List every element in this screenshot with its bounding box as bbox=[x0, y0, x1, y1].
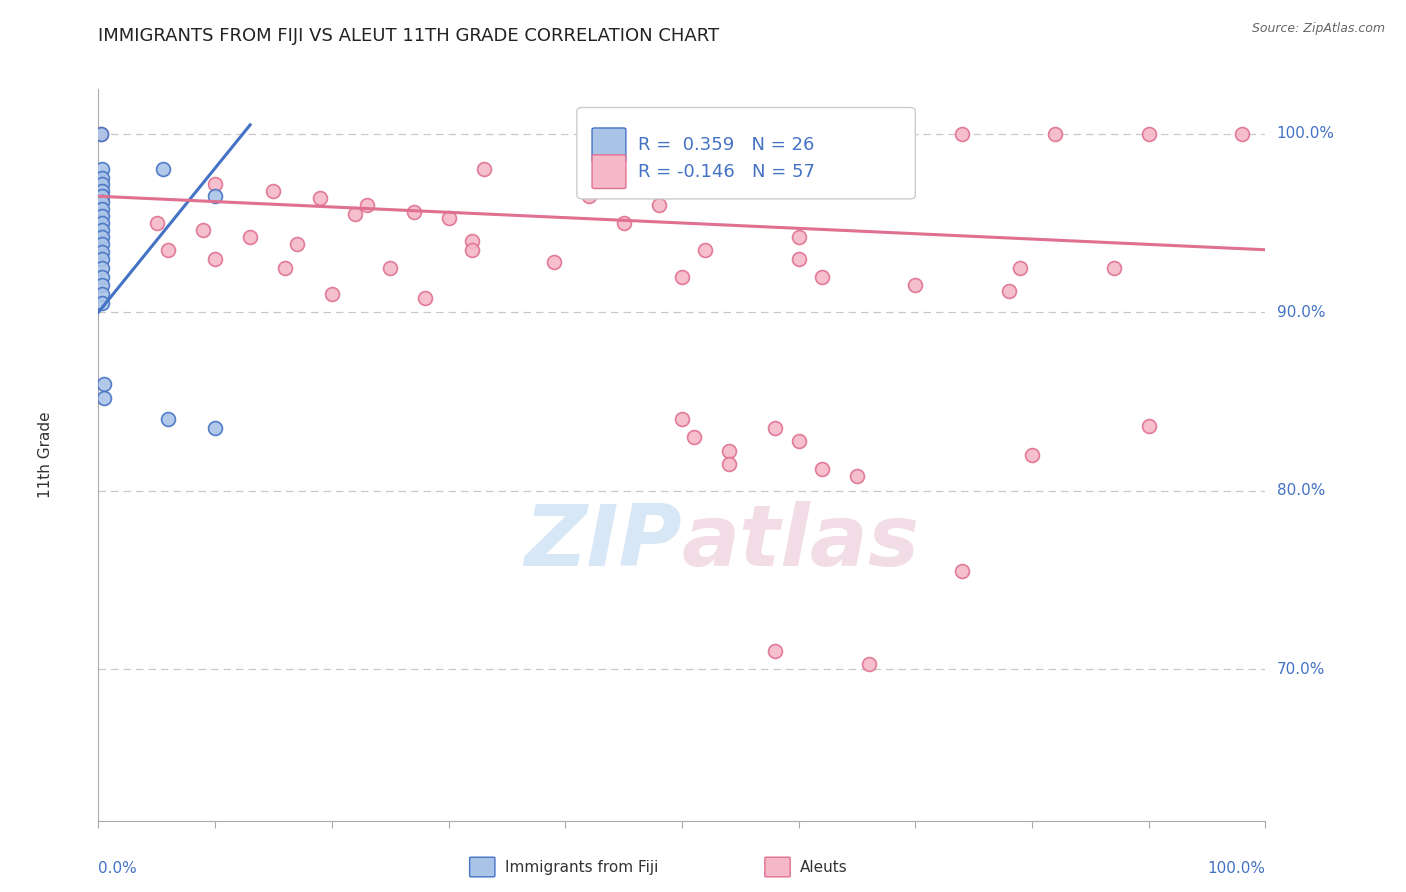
Text: 0.0%: 0.0% bbox=[98, 861, 138, 876]
Point bbox=[193, 223, 215, 237]
Text: Aleuts: Aleuts bbox=[800, 860, 848, 874]
Point bbox=[90, 269, 112, 284]
Point bbox=[380, 260, 402, 275]
Point bbox=[204, 252, 226, 266]
Point bbox=[204, 189, 226, 203]
Point bbox=[682, 430, 704, 444]
Point bbox=[1045, 127, 1067, 141]
Text: 100.0%: 100.0% bbox=[1208, 861, 1265, 876]
Point bbox=[90, 127, 112, 141]
Text: R = -0.146   N = 57: R = -0.146 N = 57 bbox=[637, 162, 814, 181]
Text: 90.0%: 90.0% bbox=[1277, 305, 1324, 319]
Point bbox=[787, 252, 810, 266]
Point bbox=[858, 127, 880, 141]
Point bbox=[402, 205, 425, 219]
Point bbox=[1021, 448, 1043, 462]
Point bbox=[461, 243, 484, 257]
Point bbox=[1010, 260, 1032, 275]
Point bbox=[90, 209, 112, 223]
Point bbox=[204, 177, 226, 191]
Text: atlas: atlas bbox=[682, 501, 920, 584]
Point bbox=[262, 184, 284, 198]
Point bbox=[763, 421, 786, 435]
Point bbox=[204, 421, 226, 435]
Point bbox=[90, 230, 112, 244]
Point bbox=[472, 162, 495, 177]
Point bbox=[309, 191, 332, 205]
Point bbox=[90, 237, 112, 252]
Point bbox=[90, 171, 112, 186]
Point bbox=[461, 234, 484, 248]
Point bbox=[811, 462, 834, 476]
Point bbox=[437, 211, 460, 225]
Point bbox=[1102, 260, 1125, 275]
Text: 70.0%: 70.0% bbox=[1277, 662, 1324, 676]
Text: IMMIGRANTS FROM FIJI VS ALEUT 11TH GRADE CORRELATION CHART: IMMIGRANTS FROM FIJI VS ALEUT 11TH GRADE… bbox=[98, 28, 720, 45]
Point bbox=[695, 243, 717, 257]
Point bbox=[285, 237, 308, 252]
Text: 80.0%: 80.0% bbox=[1277, 483, 1324, 498]
Point bbox=[904, 278, 927, 293]
Point bbox=[157, 412, 180, 426]
Point bbox=[344, 207, 367, 221]
Point bbox=[356, 198, 378, 212]
Point bbox=[1137, 127, 1160, 141]
Point bbox=[578, 189, 600, 203]
Point bbox=[146, 216, 169, 230]
Point bbox=[763, 127, 786, 141]
Point bbox=[787, 230, 810, 244]
Point bbox=[787, 434, 810, 448]
Point bbox=[93, 376, 115, 391]
Point bbox=[950, 127, 973, 141]
Point bbox=[1230, 127, 1253, 141]
Point bbox=[613, 216, 636, 230]
FancyBboxPatch shape bbox=[592, 128, 626, 161]
Text: Immigrants from Fiji: Immigrants from Fiji bbox=[505, 860, 658, 874]
Point bbox=[671, 269, 693, 284]
Text: ZIP: ZIP bbox=[524, 501, 682, 584]
Point bbox=[321, 287, 343, 301]
Point bbox=[413, 291, 436, 305]
Point bbox=[90, 296, 112, 310]
Point bbox=[858, 657, 880, 671]
Point bbox=[239, 230, 262, 244]
Point bbox=[90, 194, 112, 209]
Point bbox=[671, 127, 693, 141]
Point bbox=[90, 189, 112, 203]
Text: 11th Grade: 11th Grade bbox=[38, 411, 53, 499]
Point bbox=[90, 127, 112, 141]
Point bbox=[93, 391, 115, 405]
Point bbox=[152, 162, 174, 177]
Point bbox=[997, 284, 1019, 298]
Point bbox=[90, 202, 112, 216]
Point bbox=[90, 244, 112, 259]
Point bbox=[717, 457, 740, 471]
Point bbox=[274, 260, 297, 275]
Point bbox=[90, 162, 112, 177]
Point bbox=[90, 287, 112, 301]
Point bbox=[811, 269, 834, 284]
Point bbox=[1137, 419, 1160, 434]
Point bbox=[647, 198, 669, 212]
Point bbox=[157, 243, 180, 257]
Text: 100.0%: 100.0% bbox=[1277, 127, 1334, 141]
FancyBboxPatch shape bbox=[592, 155, 626, 188]
Point bbox=[543, 255, 565, 269]
Text: R =  0.359   N = 26: R = 0.359 N = 26 bbox=[637, 136, 814, 153]
Point bbox=[763, 644, 786, 658]
Point bbox=[90, 252, 112, 266]
FancyBboxPatch shape bbox=[576, 108, 915, 199]
Point bbox=[90, 260, 112, 275]
Point bbox=[90, 177, 112, 191]
Point bbox=[717, 444, 740, 458]
Point bbox=[90, 216, 112, 230]
Text: Source: ZipAtlas.com: Source: ZipAtlas.com bbox=[1251, 22, 1385, 36]
Point bbox=[90, 278, 112, 293]
Point bbox=[846, 469, 869, 483]
Point bbox=[90, 223, 112, 237]
Point bbox=[950, 564, 973, 578]
Point bbox=[671, 412, 693, 426]
Point bbox=[90, 184, 112, 198]
